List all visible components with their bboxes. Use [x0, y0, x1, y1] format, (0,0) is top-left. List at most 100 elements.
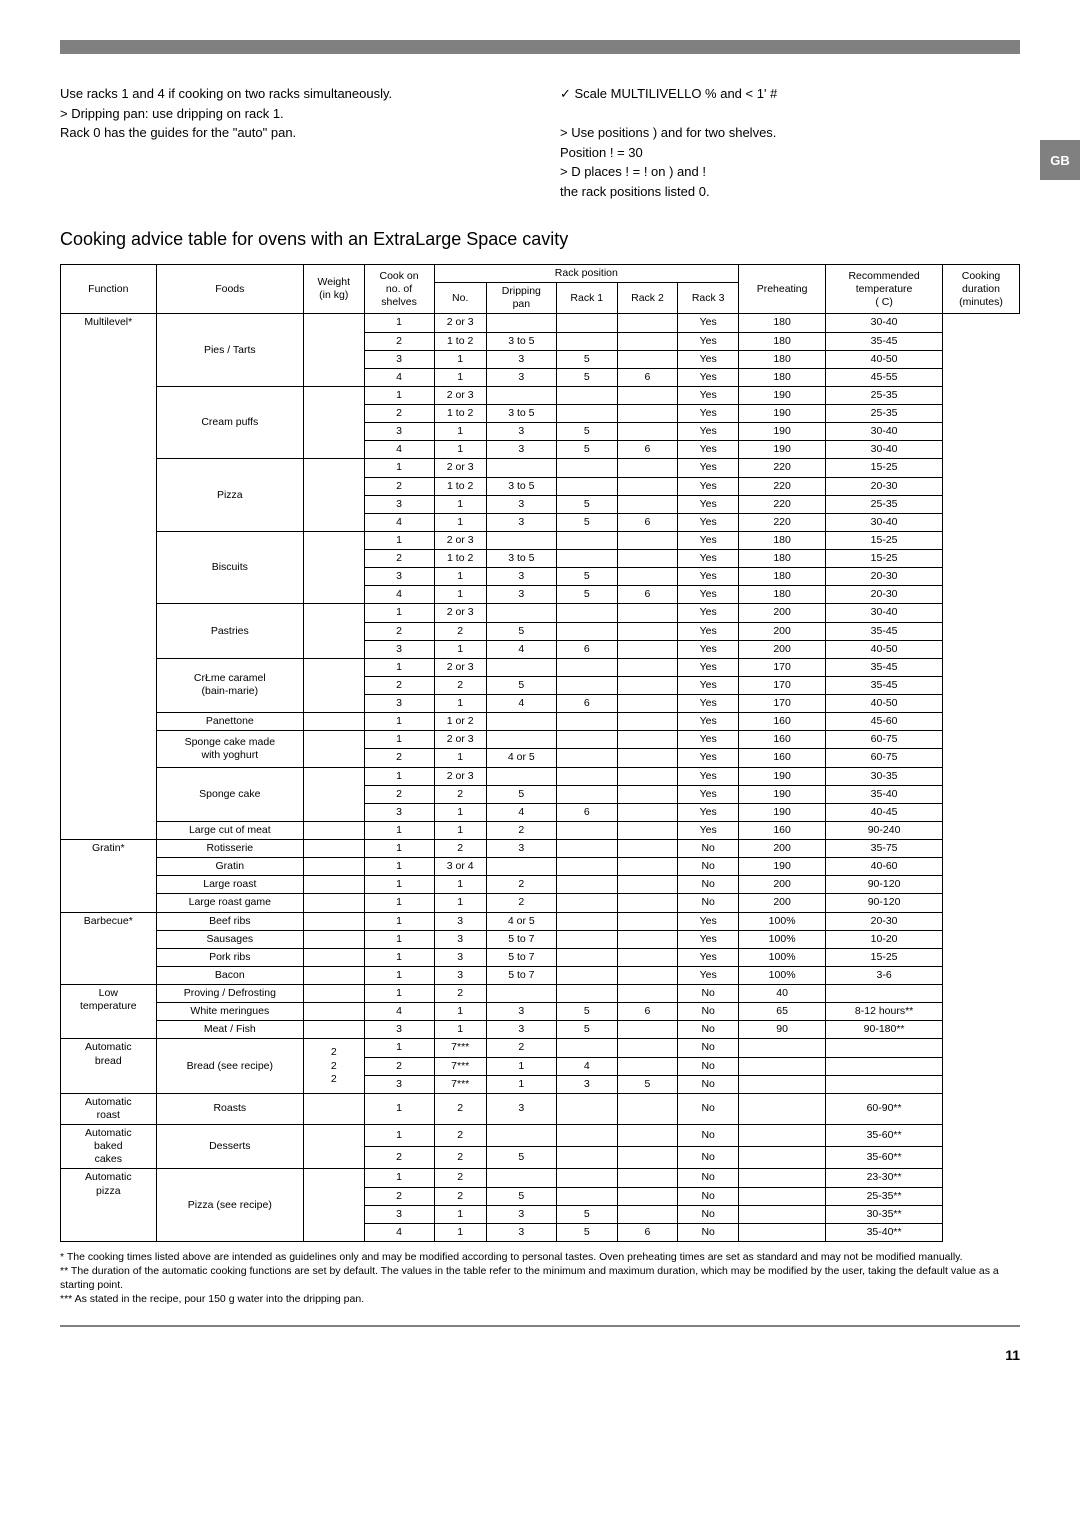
- cell-temp: 180: [739, 314, 826, 332]
- table-row: White meringues41356No658-12 hours**: [61, 1003, 1020, 1021]
- cell-rack3: [617, 731, 678, 749]
- cell-temp: 220: [739, 459, 826, 477]
- table-row: Large roast112No20090-120: [61, 876, 1020, 894]
- cell-dripping: 2: [434, 676, 486, 694]
- cell-rack1: 5: [486, 1147, 556, 1169]
- cell-weight: [304, 658, 364, 712]
- cell-no: 4: [364, 1003, 434, 1021]
- cell-preheat: Yes: [678, 767, 739, 785]
- cell-duration: 90-240: [826, 821, 943, 839]
- cell-rack1: [486, 386, 556, 404]
- cell-preheat: No: [678, 1021, 739, 1039]
- cell-preheat: No: [678, 1147, 739, 1169]
- cell-no: 3: [364, 640, 434, 658]
- cell-temp: 190: [739, 803, 826, 821]
- cell-preheat: No: [678, 840, 739, 858]
- cell-dripping: 2: [434, 985, 486, 1003]
- cell-rack2: [556, 767, 617, 785]
- cell-temp: 180: [739, 350, 826, 368]
- cell-no: 2: [364, 1187, 434, 1205]
- cell-dripping: 1: [434, 586, 486, 604]
- cell-preheat: No: [678, 1057, 739, 1075]
- cell-rack3: [617, 604, 678, 622]
- cell-rack1: 3: [486, 1003, 556, 1021]
- cell-dripping: 2 or 3: [434, 731, 486, 749]
- cell-rack2: [556, 676, 617, 694]
- cell-temp: 190: [739, 441, 826, 459]
- cell-rack2: [556, 749, 617, 767]
- cell-food: Panettone: [156, 713, 303, 731]
- cell-temp: 180: [739, 531, 826, 549]
- table-row: Bacon135 to 7Yes100%3-6: [61, 966, 1020, 984]
- cell-rack3: [617, 405, 678, 423]
- cell-weight: [304, 966, 364, 984]
- cell-dripping: 1: [434, 695, 486, 713]
- cell-temp: 90: [739, 1021, 826, 1039]
- cell-rack2: [556, 459, 617, 477]
- table-row: Gratin*Rotisserie123No20035-75: [61, 840, 1020, 858]
- cell-duration: 8-12 hours**: [826, 1003, 943, 1021]
- cell-no: 1: [364, 459, 434, 477]
- cell-no: 1: [364, 858, 434, 876]
- cell-temp: 170: [739, 658, 826, 676]
- cell-dripping: 2 or 3: [434, 459, 486, 477]
- cell-no: 1: [364, 966, 434, 984]
- cell-duration: 35-45: [826, 622, 943, 640]
- cell-preheat: No: [678, 1093, 739, 1124]
- cell-duration: 45-55: [826, 368, 943, 386]
- cell-temp: 220: [739, 477, 826, 495]
- cell-dripping: 1 to 2: [434, 550, 486, 568]
- cell-rack2: [556, 1187, 617, 1205]
- page-number: 11: [60, 1347, 1020, 1363]
- cell-duration: 35-60**: [826, 1147, 943, 1169]
- cell-duration: 90-120: [826, 894, 943, 912]
- cell-rack1: 3: [486, 495, 556, 513]
- cell-rack1: 3 to 5: [486, 550, 556, 568]
- cell-duration: 15-25: [826, 550, 943, 568]
- cell-temp: 160: [739, 749, 826, 767]
- cell-duration: [826, 1075, 943, 1093]
- cell-no: 3: [364, 1075, 434, 1093]
- cell-dripping: 1: [434, 568, 486, 586]
- cell-rack2: [556, 1039, 617, 1057]
- gb-tab: GB: [1040, 140, 1080, 180]
- cell-duration: 25-35**: [826, 1187, 943, 1205]
- cell-rack3: 6: [617, 368, 678, 386]
- cell-no: 1: [364, 876, 434, 894]
- cell-preheat: Yes: [678, 622, 739, 640]
- cell-duration: 40-60: [826, 858, 943, 876]
- cell-no: 1: [364, 840, 434, 858]
- cell-temp: [739, 1125, 826, 1147]
- cell-rack1: [486, 1125, 556, 1147]
- cell-rack2: [556, 604, 617, 622]
- cell-rack2: [556, 622, 617, 640]
- cell-temp: [739, 1147, 826, 1169]
- cell-food: Large cut of meat: [156, 821, 303, 839]
- cell-food: Beef ribs: [156, 912, 303, 930]
- cell-no: 2: [364, 1057, 434, 1075]
- intro-line: > Use positions ) and for two shelves.: [560, 123, 1020, 143]
- cell-rack2: [556, 821, 617, 839]
- cell-no: 2: [364, 785, 434, 803]
- cell-preheat: Yes: [678, 658, 739, 676]
- cell-food: Pastries: [156, 604, 303, 658]
- table-row: Sponge cake made with yoghurt12 or 3Yes1…: [61, 731, 1020, 749]
- cell-function: Automatic pizza: [61, 1169, 157, 1242]
- cell-rack3: [617, 948, 678, 966]
- cell-duration: 40-50: [826, 640, 943, 658]
- cell-temp: 200: [739, 640, 826, 658]
- cell-temp: 200: [739, 894, 826, 912]
- cell-no: 1: [364, 1039, 434, 1057]
- cell-rack3: [617, 459, 678, 477]
- cell-food: White meringues: [156, 1003, 303, 1021]
- cell-no: 2: [364, 477, 434, 495]
- cell-dripping: 1: [434, 441, 486, 459]
- cell-rack1: [486, 767, 556, 785]
- cell-preheat: Yes: [678, 966, 739, 984]
- cell-dripping: 1: [434, 640, 486, 658]
- cell-rack2: 5: [556, 368, 617, 386]
- cell-dripping: 2: [434, 1187, 486, 1205]
- cell-duration: 60-75: [826, 749, 943, 767]
- cell-no: 2: [364, 550, 434, 568]
- cell-no: 1: [364, 1125, 434, 1147]
